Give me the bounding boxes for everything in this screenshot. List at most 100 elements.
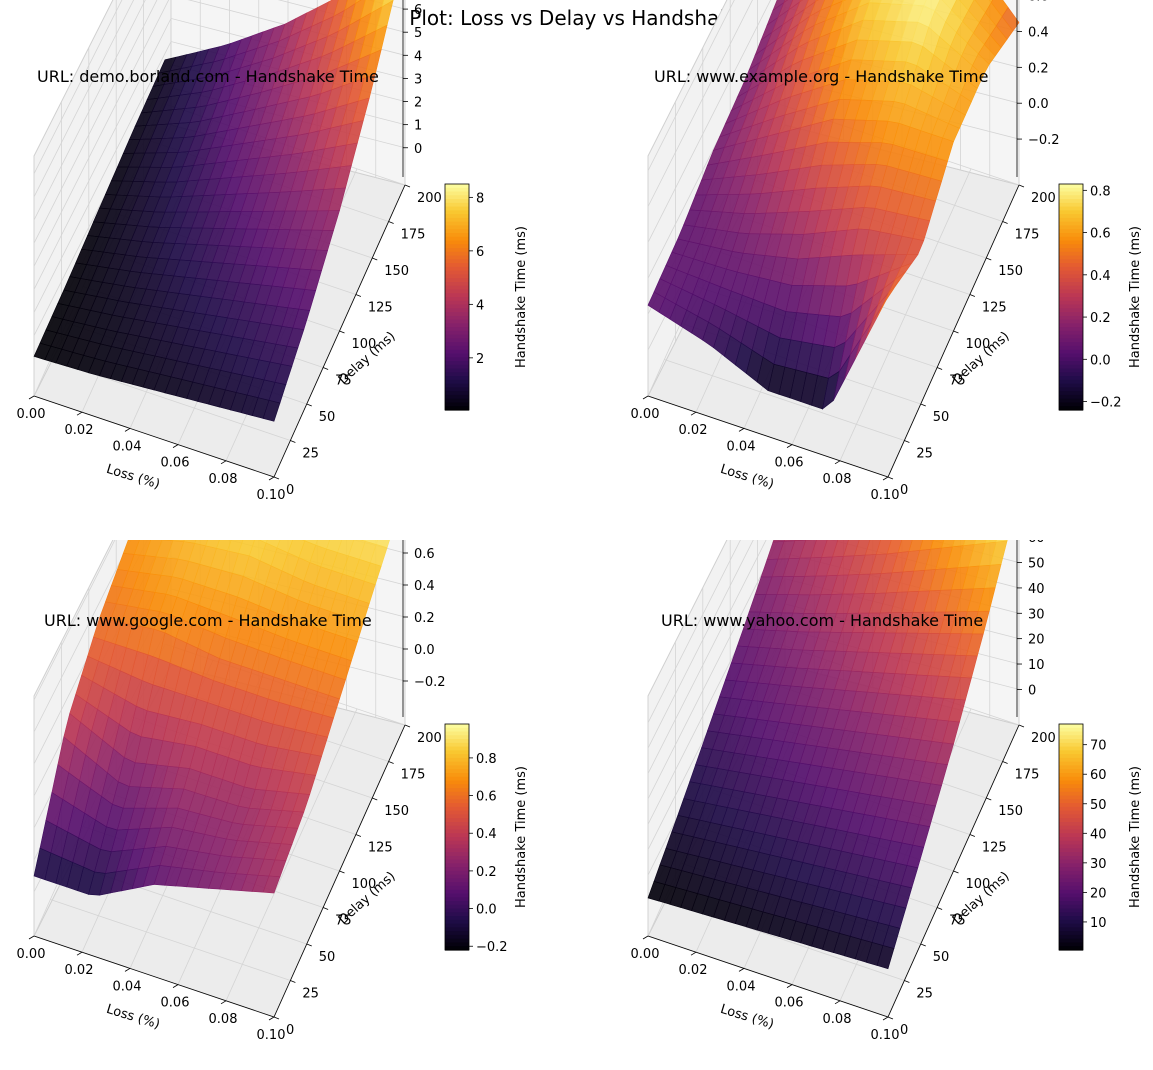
colorbar-tick-label: 0.6 [476,790,497,805]
y-tick-label: 0 [900,1023,908,1038]
x-tick-label: 0.00 [17,947,46,962]
x-tick [125,428,130,431]
subplot-title: URL: www.google.com - Handshake Time [44,611,372,630]
colorbar-segment [1059,207,1083,211]
colorbar-segment [445,882,469,886]
colorbar-segment [445,184,469,188]
colorbar-segment [445,875,469,879]
x-tick [835,461,840,464]
x-tick [29,396,34,399]
colorbar-segment [445,237,469,241]
colorbar-segment [445,841,469,845]
colorbar-segment [1059,905,1083,909]
colorbar-segment [1059,346,1083,350]
colorbar-segment [1059,901,1083,905]
colorbar-tick-label: 0.6 [1090,227,1111,242]
colorbar-segment [1059,192,1083,196]
x-tick [835,1001,840,1004]
z-tick-label: 6 [414,3,422,18]
colorbar-segment [445,387,469,391]
colorbar-segment [1059,829,1083,833]
y-tick-label: 175 [1015,228,1040,243]
colorbar-segment [445,210,469,214]
colorbar-segment [445,792,469,796]
colorbar-tick-label: 0.4 [476,827,497,842]
x-tick [269,477,274,480]
colorbar-segment [1059,743,1083,747]
colorbar-segment [445,856,469,860]
x-tick-label: 0.06 [775,996,804,1011]
colorbar-segment [1059,916,1083,920]
z-tick-label: −0.2 [1028,133,1060,148]
z-tick-label: 1 [414,119,422,134]
y-tick-label: 175 [1015,768,1040,783]
colorbar-tick-label: 6 [476,245,484,260]
colorbar-tick-label: 60 [1090,768,1107,783]
x-tick-label: 0.08 [823,1012,852,1027]
y-tick [307,404,312,406]
colorbar-segment [1059,301,1083,305]
colorbar-segment [1059,935,1083,939]
colorbar-segment [445,297,469,301]
colorbar-segment [445,361,469,365]
colorbar-segment [1059,860,1083,864]
colorbar-segment [1059,380,1083,384]
y-tick [904,981,909,983]
colorbar-segment [1059,728,1083,732]
colorbar-segment [445,781,469,785]
colorbar-segment [445,308,469,312]
colorbar-segment [1059,237,1083,241]
colorbar-tick-label: 0.8 [476,752,497,767]
colorbar-segment [445,376,469,380]
x-tick-label: 0.08 [209,1012,238,1027]
colorbar-segment [1059,897,1083,901]
colorbar-segment [445,199,469,203]
colorbar-segment [1059,837,1083,841]
colorbar-segment [445,282,469,286]
colorbar-segment [445,225,469,229]
colorbar-segment [1059,735,1083,739]
colorbar-segment [1059,724,1083,728]
colorbar-segment [1059,878,1083,882]
colorbar-segment [1059,222,1083,226]
y-tick [372,258,377,260]
colorbar-segment [1059,894,1083,898]
colorbar-segment [1059,799,1083,803]
colorbar-segment [445,331,469,335]
colorbar-segment [445,192,469,196]
colorbar-segment [445,286,469,290]
colorbar-segment [1059,762,1083,766]
colorbar-segment [445,369,469,373]
colorbar-segment [1059,875,1083,879]
y-tick [921,944,926,946]
colorbar-segment [445,346,469,350]
colorbar-segment [445,327,469,331]
colorbar-segment [1059,939,1083,943]
colorbar-segment [1059,841,1083,845]
colorbar-segment [1059,372,1083,376]
colorbar-segment [1059,909,1083,913]
y-tick [937,908,942,910]
colorbar-segment [1059,308,1083,312]
colorbar-segment [1059,256,1083,260]
colorbar-label: Handshake Time (ms) [514,766,529,908]
colorbar-segment [1059,286,1083,290]
colorbar-tick-label: 0.2 [1090,311,1111,326]
colorbar-segment [445,822,469,826]
colorbar-segment [1059,402,1083,406]
y-tick [405,725,410,727]
colorbar-segment [1059,320,1083,324]
colorbar-segment [1059,777,1083,781]
y-tick-label: 200 [417,731,442,746]
colorbar-segment [1059,399,1083,403]
colorbar-segment [445,305,469,309]
y-tick-label: 50 [319,410,336,425]
colorbar-segment [445,728,469,732]
x-tick-label: 0.06 [161,996,190,1011]
x-tick-label: 0.02 [679,963,708,978]
colorbar-segment [1059,342,1083,346]
colorbar-segment [445,837,469,841]
colorbar-segment [1059,811,1083,815]
colorbar-segment [1059,833,1083,837]
